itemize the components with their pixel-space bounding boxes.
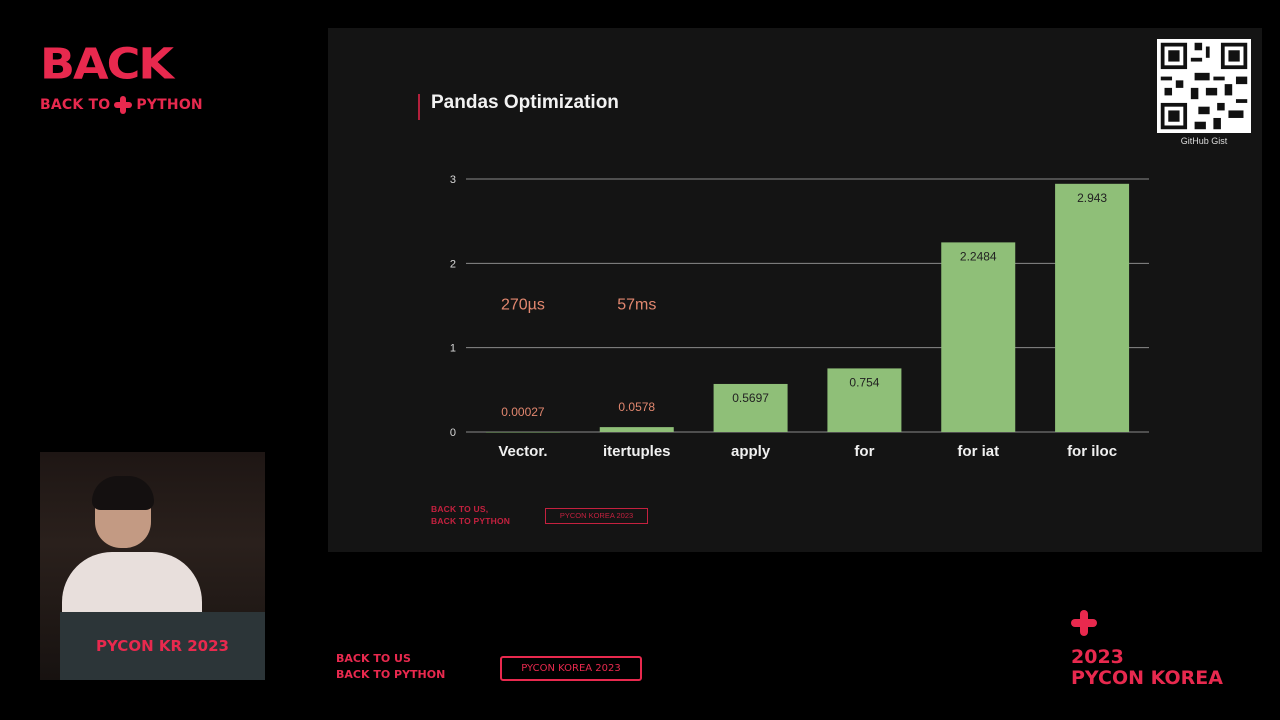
- bar-4: [941, 242, 1016, 432]
- bar-1: [599, 427, 674, 432]
- y-tick-label-3: 3: [450, 174, 456, 186]
- brand-plus-icon: [1071, 610, 1097, 636]
- logo-tagline: BACK TO PYTHON: [40, 96, 240, 114]
- presentation-slide: Pandas Optimization 0 1 2 3 0.00027 Vector. 0.…: [328, 28, 1262, 552]
- annotation-0: 270µs: [501, 297, 545, 314]
- footer-line1: BACK TO US: [336, 652, 411, 665]
- bar-3: [827, 368, 902, 432]
- category-label-1: itertuples: [603, 443, 671, 460]
- data-label-1: 0.0578: [618, 400, 655, 414]
- y-tick-label-1: 1: [450, 343, 456, 355]
- annotation-1: 57ms: [617, 297, 656, 314]
- category-label-2: apply: [731, 443, 771, 460]
- slide-footer-badge: PYCON KOREA 2023: [545, 508, 648, 524]
- speaker-banner: PYCON KR 2023: [60, 612, 265, 680]
- data-label-3: 0.754: [849, 375, 879, 389]
- slide-title: Pandas Optimization: [431, 92, 619, 113]
- pycon-brand: 2023 PYCON KOREA: [1071, 610, 1223, 689]
- footer-slogan: BACK TO US BACK TO PYTHON: [336, 651, 445, 683]
- speaker-video: PYCON KR 2023: [40, 452, 265, 680]
- qr-caption: GitHub Gist: [1180, 136, 1228, 146]
- slide-footer-line1: BACK TO US,: [431, 504, 489, 514]
- category-label-4: for iat: [957, 443, 999, 460]
- pycon-logo: BACK BACK TO PYTHON: [40, 40, 240, 114]
- brand-name: PYCON KOREA: [1071, 667, 1223, 689]
- brand-text: 2023 PYCON KOREA: [1071, 647, 1223, 689]
- brand-year: 2023: [1071, 646, 1124, 668]
- data-label-5: 2.943: [1077, 191, 1107, 205]
- y-tick-label-0: 0: [450, 427, 456, 439]
- y-tick-label-2: 2: [450, 258, 456, 270]
- slide-footer-line2: BACK TO PYTHON: [431, 516, 511, 526]
- tagline-left: BACK TO: [40, 97, 111, 113]
- bar-chart: 0 1 2 3 0.00027 Vector. 0.0578 itertuples 0.5697…: [450, 174, 1149, 460]
- data-label-4: 2.2484: [960, 249, 997, 263]
- logo-wordmark: BACK: [40, 39, 174, 89]
- category-label-0: Vector.: [498, 443, 547, 460]
- footer-line2: BACK TO PYTHON: [336, 668, 446, 681]
- data-label-0: 0.00027: [501, 405, 545, 419]
- bar-2: [713, 383, 788, 432]
- data-label-2: 0.5697: [732, 391, 769, 405]
- slide-footer-slogan: BACK TO US, BACK TO PYTHON: [431, 503, 510, 527]
- category-label-3: for: [854, 443, 874, 460]
- bar-0: [485, 431, 560, 433]
- title-accent-bar: [418, 94, 420, 120]
- speaker-hair: [92, 476, 154, 510]
- plus-icon: [114, 96, 133, 114]
- footer-badge: PYCON KOREA 2023: [500, 656, 642, 681]
- tagline-right: PYTHON: [136, 97, 203, 113]
- category-label-5: for iloc: [1067, 443, 1117, 460]
- qr-code-icon: [1157, 39, 1251, 133]
- bar-5: [1055, 183, 1130, 432]
